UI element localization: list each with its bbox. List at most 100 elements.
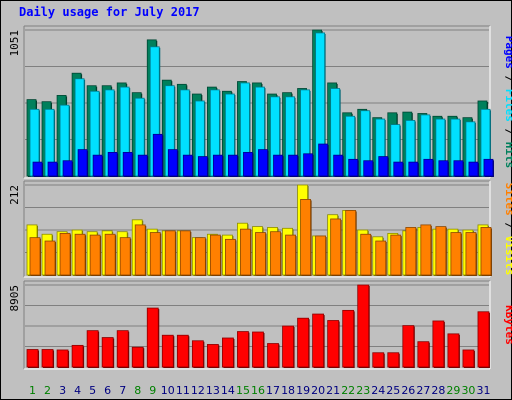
bar: [44, 240, 56, 276]
bar-pages-day-29: [453, 160, 464, 177]
bar: [252, 331, 264, 368]
bar: [402, 325, 415, 368]
bar-sites-day-30: [465, 232, 477, 276]
bar: [134, 224, 146, 276]
bar: [86, 330, 99, 368]
panel-kbytes: 8905 KBytes: [8, 280, 512, 370]
x-tick-label-day-8: 8: [134, 384, 141, 397]
bar-sites-day-15: [240, 228, 252, 276]
bar-kbytes-day-25: [387, 352, 400, 368]
legend-hits-files-pages: Pages / Files / Hits: [503, 36, 512, 169]
bar: [360, 233, 372, 276]
bar: [387, 352, 400, 368]
bar: [161, 334, 174, 368]
bar-kbytes-day-29: [447, 333, 460, 368]
bar-pages-day-11: [182, 154, 194, 177]
bar-pages-day-20: [318, 143, 329, 177]
bar: [56, 349, 69, 368]
bar-sites-day-4: [74, 233, 87, 276]
bar-pages-day-27: [423, 158, 434, 177]
x-tick-label-day-13: 13: [206, 384, 220, 397]
bar: [432, 320, 445, 368]
bar: [342, 309, 355, 368]
bar-kbytes-day-20: [312, 313, 325, 368]
bar-sites-day-11: [179, 230, 192, 276]
bar-kbytes-day-12: [191, 340, 205, 368]
bar: [297, 317, 309, 368]
bar-sites-day-18: [285, 234, 297, 276]
bar: [119, 237, 131, 276]
x-tick-label-day-23: 23: [356, 384, 370, 397]
bar: [420, 224, 432, 276]
bar-kbytes-day-22: [342, 309, 355, 368]
bar: [465, 232, 477, 276]
x-tick-label-day-5: 5: [89, 384, 96, 397]
bar: [450, 232, 462, 276]
bar-sites-day-9: [149, 232, 162, 276]
bar: [149, 232, 161, 276]
bar-pages-day-14: [228, 154, 239, 177]
bar: [357, 284, 370, 368]
bar-sites-day-17: [270, 231, 282, 276]
bar: [122, 151, 133, 177]
bar: [483, 158, 494, 177]
bar: [101, 337, 114, 368]
bar: [267, 343, 279, 368]
bar-kbytes-day-21: [327, 320, 340, 368]
y-max-label: 212: [8, 185, 21, 205]
x-tick-label-day-17: 17: [266, 384, 280, 397]
x-tick-label-day-10: 10: [161, 384, 175, 397]
bar: [167, 149, 178, 177]
bar: [345, 210, 357, 276]
bar-pages-day-22: [348, 158, 359, 177]
bar: [92, 154, 103, 177]
x-tick-label-day-26: 26: [401, 384, 415, 397]
y-max-label: 1051: [8, 30, 21, 57]
x-tick-label-day-30: 30: [461, 384, 475, 397]
bar: [480, 227, 492, 276]
bar: [282, 325, 294, 368]
bar: [107, 151, 118, 177]
legend-visits-sites: Sites / Visits: [503, 183, 512, 276]
bar: [273, 154, 283, 177]
bar-kbytes-day-15: [237, 331, 250, 368]
bar-sites-day-16: [255, 232, 267, 276]
bar-pages-day-7: [122, 151, 134, 177]
bar: [408, 161, 419, 177]
bar: [330, 218, 342, 276]
bar: [405, 227, 417, 276]
bar-sites-day-29: [450, 232, 462, 276]
panel-hits-files-pages: 1051 Pages / Files / Hits: [8, 25, 512, 179]
bar-pages-day-10: [167, 149, 179, 177]
bar-sites-day-26: [405, 227, 417, 276]
x-tick-label-day-11: 11: [176, 384, 190, 397]
bar: [363, 160, 374, 177]
bar: [209, 234, 221, 276]
bar-sites-day-10: [164, 230, 177, 276]
bar: [372, 352, 385, 368]
bar: [71, 344, 84, 368]
bar-sites-day-13: [209, 234, 222, 276]
bar: [182, 154, 193, 177]
bar: [237, 331, 249, 368]
x-tick-label-day-24: 24: [371, 384, 385, 397]
bar-pages-day-13: [212, 154, 224, 177]
bar: [285, 234, 296, 276]
bar-pages-day-28: [438, 160, 449, 177]
bar: [222, 337, 234, 368]
bar-pages-day-16: [258, 149, 269, 177]
bar-sites-day-14: [225, 238, 237, 276]
bar-pages-day-1: [32, 161, 43, 177]
bar: [41, 349, 54, 368]
bar-sites-day-20: [315, 235, 327, 276]
x-tick-label-day-14: 14: [221, 384, 235, 397]
bar: [137, 154, 148, 177]
bar: [303, 153, 313, 177]
bar: [477, 311, 490, 368]
x-tick-label-day-29: 29: [446, 384, 460, 397]
bar: [438, 160, 449, 177]
bar: [243, 151, 253, 177]
bar-pages-day-23: [363, 160, 374, 177]
bar-kbytes-day-28: [432, 320, 445, 368]
bar-sites-day-31: [480, 227, 492, 276]
